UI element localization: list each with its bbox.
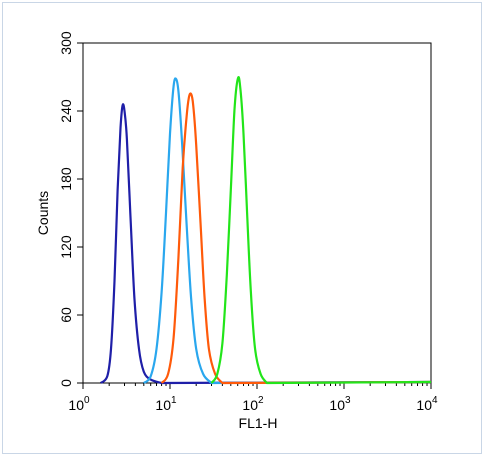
histogram-line <box>143 77 432 385</box>
plot-area <box>82 42 432 384</box>
x-tick-label: 101 <box>155 395 177 413</box>
y-axis-title: Counts <box>35 191 51 235</box>
x-tick-label: 100 <box>68 395 90 413</box>
histogram-series <box>99 76 432 385</box>
y-tick-label: 60 <box>58 307 74 323</box>
histogram-line <box>99 103 432 385</box>
y-tick-label: 0 <box>58 379 74 387</box>
x-tick-label: 104 <box>416 395 438 413</box>
x-axis-title: FL1-H <box>239 415 278 431</box>
histogram-line <box>210 76 432 385</box>
y-tick-label: 240 <box>58 99 74 123</box>
histogram-line <box>160 92 432 385</box>
x-tick-label: 103 <box>329 395 351 413</box>
x-tick-label: 102 <box>242 395 264 413</box>
y-tick-label: 120 <box>58 235 74 259</box>
tick-labels: 100 101 102 103 104 0 60 120 180 240 300 <box>58 31 438 413</box>
y-tick-label: 180 <box>58 167 74 191</box>
y-tick-label: 300 <box>58 31 74 55</box>
